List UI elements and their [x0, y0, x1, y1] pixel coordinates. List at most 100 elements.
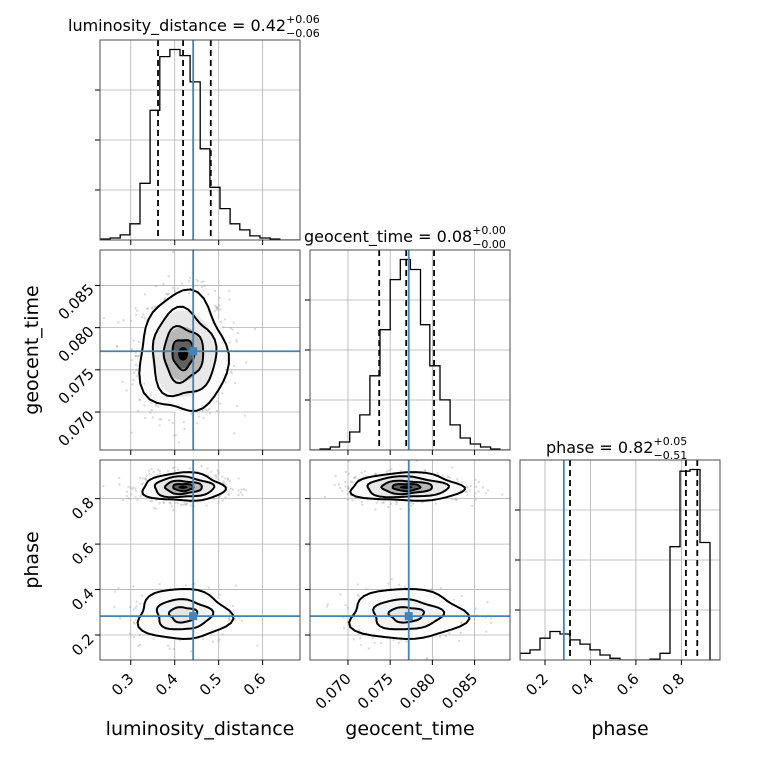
- scatter-point: [213, 498, 216, 501]
- scatter-point: [216, 306, 219, 309]
- scatter-point: [215, 400, 218, 403]
- contour-level-1: [153, 475, 216, 499]
- scatter-point: [117, 321, 120, 324]
- scatter-point: [171, 286, 175, 290]
- ytick-label: 0.085: [55, 280, 98, 323]
- scatter-point: [474, 607, 478, 610]
- scatter-point: [172, 647, 175, 651]
- scatter-point: [392, 639, 395, 642]
- plot-layer: [95, 39, 721, 665]
- scatter-point: [190, 412, 193, 416]
- scatter-point: [307, 471, 309, 473]
- scatter-point: [131, 585, 135, 588]
- scatter-point: [158, 502, 161, 505]
- scatter-point: [173, 434, 176, 437]
- scatter-point: [132, 378, 135, 382]
- scatter-point: [219, 321, 223, 324]
- scatter-point: [395, 501, 398, 504]
- xtick-label: 0.070: [312, 670, 355, 713]
- scatter-point: [118, 476, 121, 480]
- scatter-point: [346, 492, 349, 495]
- scatter-point: [102, 316, 106, 320]
- scatter-point: [140, 316, 144, 319]
- scatter-point: [125, 494, 128, 498]
- scatter-point: [235, 338, 238, 341]
- scatter-point: [186, 502, 189, 505]
- scatter-point: [456, 477, 459, 481]
- scatter-point: [144, 477, 147, 480]
- xtick-label: 0.5: [196, 670, 226, 700]
- scatter-point: [215, 409, 219, 413]
- scatter-point: [468, 489, 471, 492]
- scatter-point: [152, 637, 155, 641]
- scatter-point: [326, 603, 329, 606]
- scatter-point: [164, 292, 168, 295]
- scatter-point: [152, 470, 155, 474]
- scatter-point: [390, 467, 393, 471]
- panel-luminosity_distance-luminosity_distance: [95, 39, 301, 245]
- scatter-point: [230, 372, 233, 375]
- scatter-point: [228, 479, 232, 483]
- scatter-point: [215, 307, 218, 310]
- histogram-geocent_time: [310, 258, 510, 450]
- scatter-point: [229, 327, 232, 330]
- scatter-point: [201, 409, 204, 412]
- scatter-point: [148, 469, 151, 472]
- scatter-point: [218, 296, 221, 300]
- scatter-point: [162, 282, 165, 286]
- scatter-point: [435, 502, 438, 505]
- scatter-point: [244, 489, 248, 492]
- scatter-point: [486, 489, 490, 492]
- scatter-point: [130, 431, 133, 434]
- xtick-label: 0.6: [240, 670, 270, 700]
- scatter-point: [236, 404, 239, 408]
- scatter-point: [459, 631, 462, 635]
- contour-level-2: [162, 324, 205, 385]
- scatter-point: [367, 647, 371, 650]
- scatter-point: [127, 485, 130, 489]
- scatter-point: [183, 502, 186, 505]
- scatter-point: [188, 280, 191, 283]
- scatter-point: [207, 586, 211, 589]
- scatter-point: [325, 605, 329, 608]
- contour-level-2: [380, 479, 433, 496]
- scatter-point: [227, 493, 230, 497]
- scatter-point: [464, 490, 467, 494]
- scatter-point: [390, 577, 393, 581]
- scatter-point: [237, 477, 240, 480]
- scatter-point: [347, 487, 350, 490]
- scatter-point: [347, 460, 350, 463]
- scatter-point: [176, 468, 180, 471]
- scatter-point: [144, 416, 147, 420]
- scatter-point: [342, 626, 346, 630]
- scatter-point: [423, 468, 426, 471]
- panel-phase-geocent_time: [305, 459, 511, 665]
- scatter-point: [395, 503, 398, 506]
- scatter-point: [365, 587, 368, 590]
- scatter-point: [466, 486, 469, 489]
- scatter-point: [230, 370, 233, 373]
- scatter-point: [354, 476, 358, 479]
- scatter-point: [346, 498, 349, 501]
- scatter-point: [226, 478, 230, 481]
- scatter-point: [463, 613, 466, 616]
- contour-level-1: [366, 475, 450, 499]
- ytick-label: 0.080: [55, 323, 98, 366]
- contour-level-1: [155, 598, 215, 631]
- scatter-point: [162, 501, 165, 504]
- scatter-point: [237, 489, 240, 492]
- scatter-point: [140, 594, 144, 597]
- scatter-point: [143, 382, 146, 385]
- scatter-point: [150, 408, 153, 412]
- scatter-point: [137, 340, 141, 344]
- scatter-point: [188, 467, 191, 470]
- scatter-point: [202, 417, 205, 420]
- scatter-point: [227, 493, 230, 496]
- scatter-point: [183, 427, 186, 431]
- scatter-point: [471, 504, 474, 508]
- scatter-point: [415, 460, 418, 463]
- scatter-point: [208, 407, 211, 411]
- scatter-point: [158, 418, 161, 421]
- scatter-point: [341, 489, 344, 492]
